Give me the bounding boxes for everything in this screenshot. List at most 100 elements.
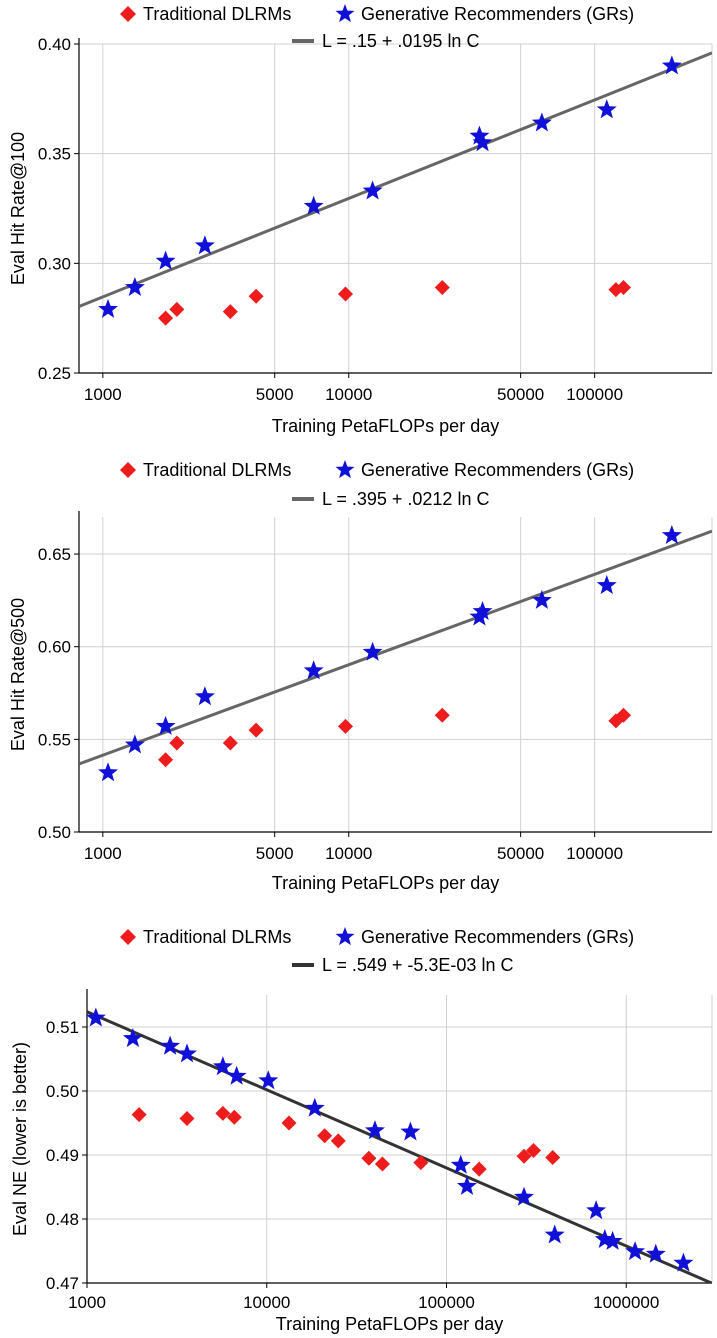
data-point-diamond: [317, 1128, 333, 1144]
series-traditional-dlrms: [158, 707, 632, 768]
y-axis-title: Eval NE (lower is better): [10, 1042, 30, 1236]
legend-star-marker: [335, 4, 355, 23]
data-point-star: [362, 641, 383, 661]
legend: Traditional DLRMs Generative Recommenders…: [120, 927, 634, 975]
data-point-star: [450, 1154, 471, 1174]
data-point-star: [645, 1243, 666, 1263]
y-tick-label: 0.25: [38, 364, 71, 383]
data-point-star: [456, 1175, 477, 1195]
plot-area: [79, 44, 712, 373]
data-point-diamond: [337, 286, 353, 302]
data-point-diamond: [169, 301, 185, 317]
data-point-diamond: [281, 1115, 297, 1131]
data-point-star: [673, 1252, 694, 1272]
x-tick-label: 5000: [256, 844, 294, 863]
plot-area: [79, 517, 712, 832]
data-point-star: [661, 525, 682, 545]
plot-area: [87, 995, 712, 1283]
data-point-star: [303, 660, 324, 680]
data-point-diamond: [471, 1161, 487, 1177]
x-axis-title: Training PetaFLOPs per day: [272, 416, 499, 436]
legend-label: Traditional DLRMs: [143, 4, 291, 24]
x-tick-label: 1000: [84, 844, 122, 863]
x-tick-label: 10000: [325, 844, 372, 863]
data-point-star: [586, 1200, 607, 1220]
y-tick-label: 0.47: [46, 1274, 79, 1293]
fit-line: [79, 529, 712, 766]
chart-panel-2: 0.50 0.55 0.60 0.65 1000 5000 10000 50000 100000…: [8, 460, 713, 893]
data-point-diamond: [374, 1156, 390, 1172]
x-axis-title: Training PetaFLOPs per day: [272, 873, 499, 893]
data-point-star: [472, 132, 493, 152]
y-tick-label: 0.60: [38, 638, 71, 657]
y-tick-label: 0.30: [38, 254, 71, 273]
data-point-diamond: [248, 722, 264, 738]
data-point-diamond: [248, 288, 264, 304]
data-point-star: [160, 1035, 181, 1055]
x-axis-title: Training PetaFLOPs per day: [276, 1314, 503, 1334]
data-point-star: [194, 686, 215, 706]
data-point-star: [602, 1230, 623, 1250]
data-point-star: [98, 762, 119, 782]
data-point-diamond: [526, 1143, 542, 1159]
legend-star-marker: [335, 460, 355, 479]
chart-panel-3: 0.47 0.48 0.49 0.50 0.51 1000 10000 100000 10000…: [10, 927, 713, 1334]
data-point-diamond: [516, 1148, 532, 1164]
data-point-star: [472, 601, 493, 620]
data-point-star: [304, 1097, 325, 1117]
x-tick-label: 100000: [418, 1293, 475, 1312]
legend-label: Generative Recommenders (GRs): [361, 4, 634, 24]
data-point-star: [531, 112, 552, 132]
data-point-star: [226, 1065, 247, 1085]
data-point-diamond: [158, 310, 174, 326]
data-point-star: [124, 276, 145, 296]
data-point-star: [514, 1186, 535, 1206]
series-generative-recommenders: [98, 525, 682, 782]
y-tick-label: 0.49: [46, 1146, 79, 1165]
data-point-diamond: [616, 279, 632, 295]
data-point-star: [124, 734, 145, 754]
x-tick-label: 1000000: [593, 1293, 659, 1312]
y-tick-label: 0.65: [38, 545, 71, 564]
legend-label: Generative Recommenders (GRs): [361, 927, 634, 947]
legend: Traditional DLRMs Generative Recommenders…: [120, 460, 634, 509]
legend-fit-label: L = .549 + -5.3E-03 ln C: [322, 955, 513, 975]
y-tick-label: 0.51: [46, 1018, 79, 1037]
y-axis-title: Eval Hit Rate@100: [8, 132, 28, 285]
series-generative-recommenders: [98, 55, 682, 318]
data-point-star: [362, 180, 383, 200]
data-point-star: [364, 1120, 385, 1140]
y-tick-label: 0.55: [38, 730, 71, 749]
data-point-star: [531, 589, 552, 609]
data-point-star: [400, 1121, 421, 1141]
series-traditional-dlrms: [131, 1105, 561, 1177]
legend-diamond-marker: [120, 462, 136, 478]
data-point-star: [661, 55, 682, 75]
x-tick-label: 100000: [566, 385, 623, 404]
data-point-star: [303, 195, 324, 215]
data-point-star: [177, 1043, 197, 1063]
data-point-star: [155, 250, 176, 270]
data-point-star: [625, 1241, 646, 1261]
data-point-diamond: [222, 304, 238, 320]
legend-label: Generative Recommenders (GRs): [361, 460, 634, 480]
data-point-diamond: [434, 279, 450, 295]
data-point-star: [85, 1007, 106, 1027]
y-tick-label: 0.40: [38, 35, 71, 54]
legend-fit-label: L = .395 + .0212 ln C: [322, 489, 489, 509]
fit-line: [79, 51, 712, 308]
data-point-star: [194, 235, 215, 255]
x-tick-label: 10000: [243, 1293, 290, 1312]
y-tick-label: 0.50: [46, 1082, 79, 1101]
data-point-diamond: [545, 1150, 561, 1166]
x-tick-label: 1000: [84, 385, 122, 404]
data-point-star: [212, 1056, 233, 1076]
legend-diamond-marker: [120, 929, 136, 945]
data-point-diamond: [226, 1109, 242, 1125]
x-tick-label: 50000: [497, 385, 544, 404]
y-axis-title: Eval Hit Rate@500: [8, 598, 28, 751]
legend-label: Traditional DLRMs: [143, 927, 291, 947]
series-generative-recommenders: [85, 1007, 694, 1272]
